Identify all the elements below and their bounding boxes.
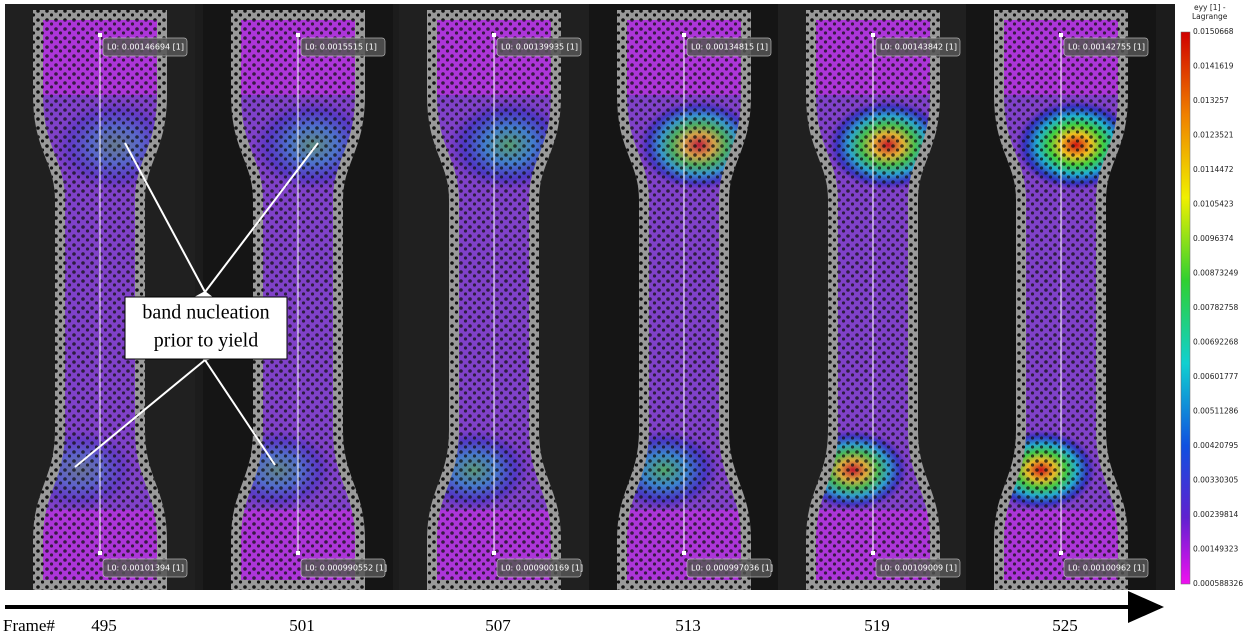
colorbar-tick-label: 0.013257 (1193, 96, 1229, 105)
specimen: L0: 0.00134815 [1] L0: 0.000997036 [1] (589, 4, 779, 590)
probe-label: L0: 0.00143842 [1] (880, 43, 957, 52)
colorbar-tick-label: 0.00873249 (1193, 269, 1239, 278)
colorbar (1181, 32, 1190, 584)
probe-point (871, 551, 875, 555)
colorbar-tick-label: 0.0141619 (1193, 62, 1234, 71)
frame-number: 495 (91, 616, 117, 635)
colorbar-tick-label: 0.00511286 (1193, 407, 1239, 416)
colorbar-title: eyy [1] - (1194, 3, 1226, 12)
colorbar-tick-label: 0.00420795 (1193, 441, 1239, 450)
colorbar-tick-label: 0.0150668 (1193, 27, 1234, 36)
probe-point (492, 551, 496, 555)
probe-label: L0: 0.000900169 [1] (501, 564, 583, 573)
colorbar-tick-label: 0.0123521 (1193, 131, 1234, 140)
probe-point (871, 33, 875, 37)
colorbar-title: Lagrange (1192, 12, 1228, 21)
colorbar-tick-label: 0.00601777 (1193, 372, 1239, 381)
probe-label: L0: 0.0015515 [1] (305, 43, 377, 52)
specimen: L0: 0.00143842 [1] L0: 0.00109009 [1] (778, 4, 968, 590)
probe-label: L0: 0.000990552 [1] (305, 564, 387, 573)
annotation-line: prior to yield (154, 330, 258, 352)
colorbar-tick-label: 0.0096374 (1193, 234, 1234, 243)
specimen: L0: 0.00139935 [1] L0: 0.000900169 [1] (399, 4, 589, 590)
probe-label: L0: 0.00109009 [1] (880, 564, 957, 573)
probe-label: L0: 0.000997036 [1] (691, 564, 773, 573)
frame-number: 519 (864, 616, 890, 635)
colorbar-tick-label: 0.00782758 (1193, 303, 1239, 312)
probe-label: L0: 0.00134815 [1] (691, 43, 768, 52)
colorbar-tick-label: 0.00330305 (1193, 476, 1239, 485)
probe-point (296, 33, 300, 37)
frame-number: 525 (1052, 616, 1078, 635)
probe-label: L0: 0.00142755 [1] (1068, 43, 1145, 52)
colorbar-tick-label: 0.0114472 (1193, 165, 1234, 174)
probe-point (1059, 33, 1063, 37)
probe-point (98, 551, 102, 555)
colorbar-tick-label: 0.000588326 (1193, 579, 1243, 588)
probe-label: L0: 0.00146694 [1] (107, 43, 184, 52)
probe-point (98, 33, 102, 37)
probe-point (682, 33, 686, 37)
colorbar-ticks: 0.0150668 0.0141619 0.013257 0.0123521 0.011… (1193, 27, 1243, 588)
probe-point (1059, 551, 1063, 555)
frame-number: 513 (675, 616, 701, 635)
probe-point (682, 551, 686, 555)
annotation-line: band nucleation (142, 302, 269, 324)
specimen: L0: 0.00142755 [1] L0: 0.00100962 [1] (966, 4, 1156, 590)
colorbar-tick-label: 0.00692268 (1193, 338, 1239, 347)
frame-number: 501 (289, 616, 315, 635)
probe-label: L0: 0.00139935 [1] (501, 43, 578, 52)
figure: L0: 0.00146694 [1] L0: 0.00101394 [1] L0: … (0, 0, 1244, 640)
frame-number: 507 (485, 616, 511, 635)
colorbar-tick-label: 0.00239814 (1193, 510, 1239, 519)
probe-label: L0: 0.00101394 [1] (107, 564, 184, 573)
frame-axis-label: Frame# (3, 616, 55, 635)
probe-point (296, 551, 300, 555)
colorbar-tick-label: 0.0105423 (1193, 200, 1234, 209)
probe-point (492, 33, 496, 37)
probe-label: L0: 0.00100962 [1] (1068, 564, 1145, 573)
frame-labels: 495 501 507 513 519 525 (91, 616, 1078, 635)
colorbar-tick-label: 0.00149323 (1193, 545, 1239, 554)
